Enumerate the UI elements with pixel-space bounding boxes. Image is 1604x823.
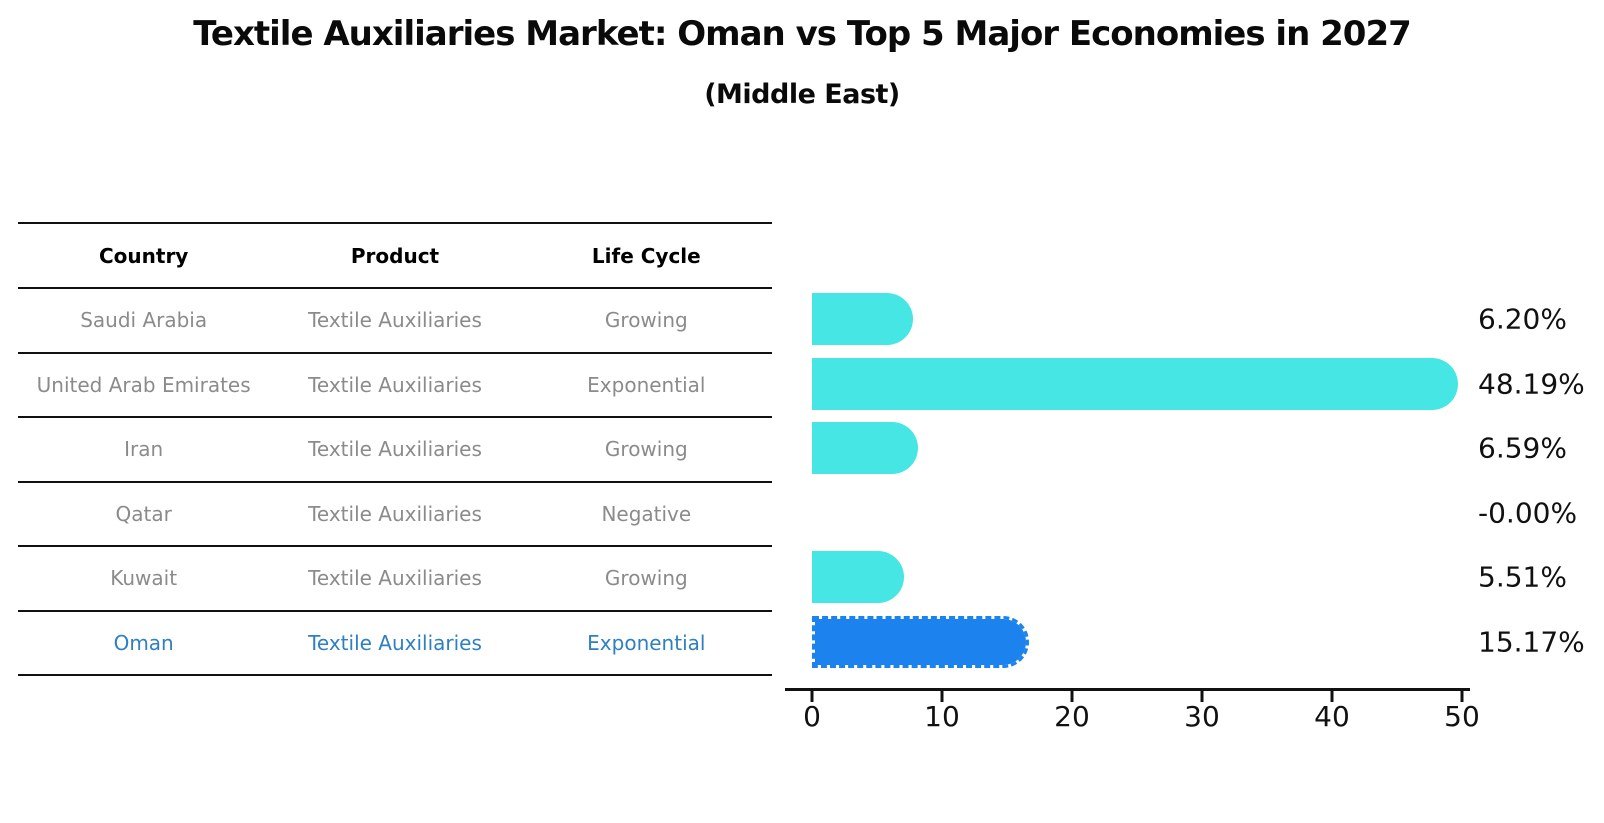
table-header-row: Country Product Life Cycle bbox=[18, 224, 772, 289]
table-cell-country: Iran bbox=[124, 437, 164, 462]
table-header-country: Country bbox=[98, 243, 189, 268]
table-cell-product: Textile Auxiliaries bbox=[308, 566, 482, 591]
bar bbox=[812, 551, 904, 603]
table-cell-life-cycle: Exponential bbox=[587, 372, 706, 397]
bar-value-label: -0.00% bbox=[1478, 496, 1578, 529]
bar-value-label: 5.51% bbox=[1478, 560, 1567, 594]
table-body: Saudi Arabia Textile Auxiliaries Growing Un… bbox=[18, 289, 772, 676]
table-cell-life-cycle: Growing bbox=[604, 566, 688, 591]
x-axis-tick bbox=[1200, 690, 1204, 702]
x-axis-tick bbox=[1070, 690, 1074, 702]
bar-value-label: 6.59% bbox=[1478, 431, 1567, 465]
table-row: United Arab Emirates Textile Auxiliaries E… bbox=[18, 354, 772, 418]
table-row: Kuwait Textile Auxiliaries Growing bbox=[18, 547, 772, 612]
table-cell-life-cycle: Negative bbox=[601, 501, 692, 526]
table-cell-country: Qatar bbox=[115, 501, 172, 526]
table-cell-country: United Arab Emirates bbox=[36, 372, 251, 397]
table-cell-life-cycle: Growing bbox=[604, 308, 688, 333]
table-cell-life-cycle: Growing bbox=[604, 437, 688, 462]
bar bbox=[812, 293, 913, 345]
table-row: Saudi Arabia Textile Auxiliaries Growing bbox=[18, 289, 772, 354]
table-cell-country: Kuwait bbox=[110, 566, 178, 591]
x-axis-tick-label: 30 bbox=[1184, 700, 1220, 733]
x-axis-tick bbox=[1330, 690, 1334, 702]
x-axis-tick-label: 20 bbox=[1054, 700, 1090, 733]
table-header-lifecycle: Life Cycle bbox=[591, 243, 701, 268]
table-cell-product: Textile Auxiliaries bbox=[308, 308, 482, 333]
table-cell-country: Oman bbox=[113, 630, 174, 655]
bar bbox=[812, 357, 1459, 410]
table-cell-life-cycle: Exponential bbox=[587, 630, 706, 655]
bar-value-label: 15.17% bbox=[1478, 625, 1585, 658]
table-row: Iran Textile Auxiliaries Growing bbox=[18, 418, 772, 483]
table-cell-country: Saudi Arabia bbox=[80, 308, 208, 333]
bar-value-label: 6.20% bbox=[1478, 302, 1567, 336]
x-axis-tick bbox=[1460, 690, 1464, 702]
table-cell-product: Textile Auxiliaries bbox=[308, 630, 482, 655]
bar bbox=[812, 422, 918, 474]
bar-value-label: 48.19% bbox=[1478, 367, 1585, 400]
table-cell-product: Textile Auxiliaries bbox=[308, 437, 482, 462]
table-row: Qatar Textile Auxiliaries Negative bbox=[18, 483, 772, 547]
x-axis-tick-label: 0 bbox=[803, 700, 821, 733]
data-table: Country Product Life Cycle Saudi Arabia T… bbox=[18, 222, 772, 676]
table-cell-product: Textile Auxiliaries bbox=[308, 372, 482, 397]
x-axis-tick-label: 50 bbox=[1444, 700, 1480, 733]
x-axis-tick-label: 10 bbox=[924, 700, 960, 733]
table-row: Oman Textile Auxiliaries Exponential bbox=[18, 612, 772, 676]
x-axis-tick-label: 40 bbox=[1314, 700, 1350, 733]
table-cell-product: Textile Auxiliaries bbox=[308, 501, 482, 526]
chart-subtitle: (Middle East) bbox=[704, 79, 900, 110]
x-axis-line bbox=[785, 688, 1470, 691]
x-axis-tick bbox=[940, 690, 944, 702]
chart-title: Textile Auxiliaries Market: Oman vs Top … bbox=[193, 14, 1412, 54]
bar-highlighted bbox=[812, 615, 1030, 668]
table-header-product: Product bbox=[350, 243, 440, 268]
x-axis-tick bbox=[810, 690, 814, 702]
